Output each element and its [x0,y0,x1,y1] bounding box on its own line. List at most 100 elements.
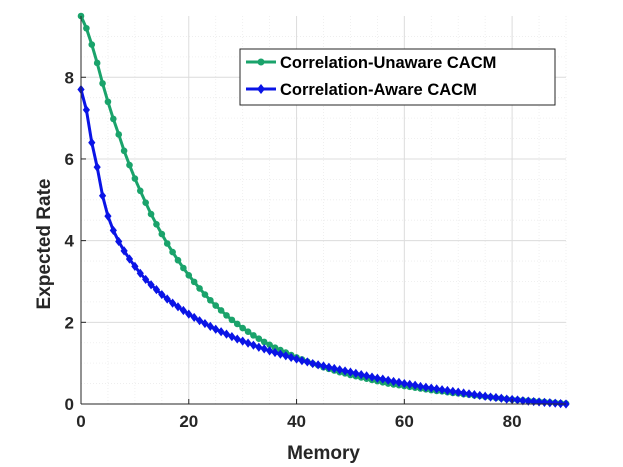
data-point [255,335,263,342]
data-point [185,309,193,319]
data-point [551,398,559,408]
data-point [212,302,220,309]
data-point [319,361,328,371]
data-point [169,298,177,308]
data-point [142,274,150,285]
data-point [93,162,101,172]
data-point [88,41,96,48]
data-point [244,328,252,336]
data-point [465,389,473,399]
x-tick-label: 40 [287,412,306,431]
data-point [282,351,290,361]
data-point [503,394,511,404]
legend: Correlation-Unaware CACM Correlation-Awa… [239,48,556,106]
data-point [492,392,500,403]
data-point [443,385,452,396]
data-point [470,390,478,400]
data-point [163,240,171,247]
data-point [217,327,225,337]
data-point [98,191,107,201]
data-point [416,381,425,392]
data-point [250,332,257,339]
data-point [201,318,209,329]
legend-box [239,48,556,106]
data-point [104,211,112,221]
x-tick-label: 60 [395,412,414,431]
data-point [325,362,333,372]
data-point [497,393,505,403]
data-point [357,369,365,380]
data-point [438,385,446,395]
y-tick-label: 4 [65,232,75,251]
x-tick-label: 0 [76,412,85,431]
data-point [115,131,123,138]
data-point [83,24,90,32]
data-point [519,396,527,406]
data-point [530,396,538,407]
data-point [147,280,155,290]
data-point [260,338,268,346]
x-axis-label: Memory [287,443,360,464]
data-point [82,105,90,115]
data-point [395,377,403,387]
data-point [190,278,198,286]
data-point [239,324,246,332]
data-point [136,268,144,278]
data-point [126,161,133,169]
data-point [244,338,252,348]
data-point [212,324,220,334]
data-point [158,230,166,238]
y-axis-label: Expected Rate [34,179,55,310]
data-point [179,305,187,316]
data-point [125,254,134,264]
data-point [373,373,381,383]
data-point [174,256,182,264]
data-point [433,384,441,394]
data-point [368,372,376,382]
data-point [330,363,338,374]
data-point [460,388,468,398]
legend-label-aware: Correlation-Aware CACM [280,81,477,99]
legend-entry-aware: Correlation-Aware CACM [246,81,477,99]
data-point [400,378,408,389]
data-point [104,98,112,106]
y-tick-label: 2 [65,313,74,332]
data-point [163,294,171,304]
data-point [195,316,204,326]
y-tick-label: 6 [65,150,74,169]
x-tick-label: 20 [179,412,198,431]
data-point [217,307,225,314]
data-point [223,312,230,319]
data-point [255,342,263,352]
data-point [287,352,295,363]
data-point [540,397,549,407]
data-point [158,289,166,300]
y-tick-label: 0 [65,395,74,414]
data-point [303,357,311,367]
data-point [222,329,231,339]
data-point [271,344,279,351]
data-point [454,387,462,397]
data-point [180,264,187,272]
y-tick-label: 8 [65,68,74,87]
series-markers-1 [77,84,570,409]
data-point [233,334,241,344]
data-point [411,380,419,390]
series-layer [77,12,570,409]
legend-marker-unaware [257,58,265,66]
x-tick-label: 80 [503,412,522,431]
data-point [93,59,101,67]
data-point [233,320,241,328]
data-point [174,302,182,312]
data-point [266,341,273,349]
data-point [185,272,193,279]
axes [80,16,566,405]
data-point [336,365,344,375]
data-point [153,220,160,228]
data-point [147,210,155,218]
data-point [314,360,322,370]
data-point [513,395,522,405]
legend-entry-unaware: Correlation-Unaware CACM [246,54,496,72]
data-point [276,349,284,359]
